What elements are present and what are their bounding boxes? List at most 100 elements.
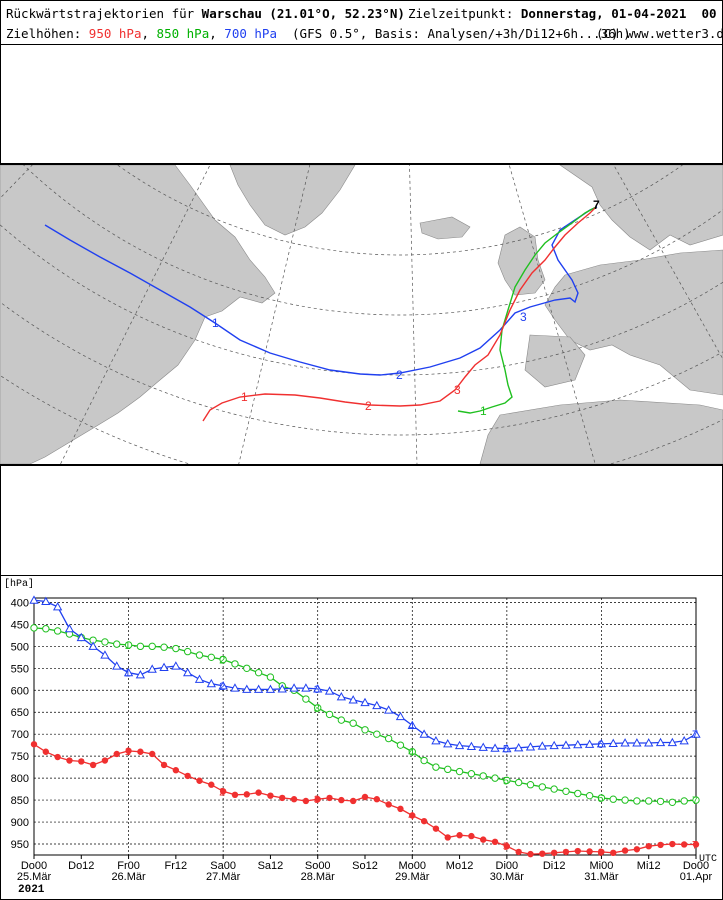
data-point bbox=[314, 704, 322, 712]
greenland bbox=[229, 165, 356, 236]
data-point bbox=[254, 668, 263, 677]
y-tick-label: 650 bbox=[11, 707, 29, 719]
y-tick-label: 800 bbox=[11, 773, 29, 785]
data-point bbox=[88, 641, 98, 650]
header-line-1: Rückwärtstrajektorien für Warschau (21.0… bbox=[6, 6, 405, 21]
data-point bbox=[598, 848, 605, 856]
blue-day-3: 3 bbox=[520, 310, 527, 324]
series-day-label: 2 bbox=[219, 786, 225, 798]
blue-day-1: 1 bbox=[212, 316, 219, 330]
data-point bbox=[267, 792, 274, 799]
data-point bbox=[207, 653, 216, 662]
header-levels-label: Zielhöhen: bbox=[6, 26, 89, 41]
data-point bbox=[54, 753, 61, 761]
data-point bbox=[277, 684, 287, 693]
data-point bbox=[183, 667, 193, 677]
data-point bbox=[467, 770, 476, 778]
x-date-label: 30.Mär bbox=[490, 871, 525, 883]
data-point bbox=[265, 684, 276, 693]
data-point bbox=[537, 741, 547, 750]
x-tick-label: So12 bbox=[352, 860, 378, 872]
data-point bbox=[243, 791, 250, 798]
data-point bbox=[562, 848, 570, 856]
series-day-label: 6 bbox=[597, 793, 603, 805]
x-tick-label: Mi00 bbox=[590, 860, 614, 872]
data-point bbox=[514, 778, 523, 787]
header-divider bbox=[0, 44, 723, 45]
red-day-1: 1 bbox=[241, 390, 248, 404]
x-date-label: 31.Mär bbox=[584, 871, 619, 883]
data-point bbox=[691, 729, 701, 738]
data-point bbox=[337, 716, 346, 724]
data-point bbox=[230, 683, 240, 692]
x-tick-label: Do00 bbox=[21, 860, 47, 872]
data-point bbox=[279, 794, 286, 802]
iberia bbox=[524, 334, 586, 388]
data-point bbox=[490, 743, 500, 752]
data-point bbox=[160, 761, 168, 769]
data-point bbox=[444, 834, 451, 841]
level-950-label: 950 hPa bbox=[88, 26, 142, 41]
data-point bbox=[243, 664, 251, 672]
series-day-label: 6 bbox=[597, 847, 603, 859]
x-tick-label: Fr00 bbox=[117, 860, 140, 872]
series-day-label: 4 bbox=[408, 720, 414, 732]
series-day-label: 7 bbox=[692, 839, 698, 851]
data-point bbox=[183, 647, 192, 656]
series-day-label: 4 bbox=[408, 747, 414, 759]
data-point bbox=[218, 681, 228, 690]
data-point bbox=[431, 735, 441, 745]
data-point bbox=[395, 711, 406, 721]
y-tick-label: 400 bbox=[11, 597, 29, 609]
x-tick-label: Mo12 bbox=[446, 860, 474, 872]
data-point bbox=[349, 797, 357, 805]
data-point bbox=[444, 765, 452, 774]
data-point bbox=[668, 798, 677, 806]
data-point bbox=[454, 740, 465, 750]
data-point bbox=[289, 683, 299, 692]
data-point bbox=[396, 741, 405, 749]
data-point bbox=[550, 849, 558, 857]
header-target: Zielzeitpunkt: Donnerstag, 01-04-2021 00… bbox=[408, 6, 723, 21]
header-target-value: Donnerstag, 01-04-2021 00 UTC bbox=[520, 6, 717, 21]
data-point bbox=[373, 730, 381, 738]
data-point bbox=[692, 841, 700, 848]
data-point bbox=[527, 850, 534, 858]
data-point bbox=[503, 776, 511, 785]
header-copyright: (C) www.wetter3.de bbox=[596, 26, 723, 41]
data-point bbox=[432, 825, 440, 832]
data-point bbox=[290, 796, 298, 803]
red-day-2: 2 bbox=[365, 399, 372, 413]
data-point bbox=[136, 642, 145, 651]
data-point bbox=[385, 801, 392, 808]
data-point bbox=[113, 640, 121, 648]
data-point bbox=[147, 664, 157, 673]
data-point bbox=[196, 777, 203, 784]
data-point bbox=[135, 670, 146, 679]
data-point bbox=[30, 741, 38, 748]
data-point bbox=[680, 797, 688, 805]
data-point bbox=[125, 747, 132, 755]
year-label: 2021 bbox=[18, 884, 45, 896]
data-point bbox=[669, 840, 676, 848]
pressure-chart: [hPa] 2021 UTC 400 450 500 550 600 650 700 750 8… bbox=[4, 578, 717, 896]
section-divider bbox=[0, 575, 723, 576]
data-point bbox=[657, 841, 664, 849]
x-tick-label: Sa12 bbox=[258, 860, 284, 872]
data-point bbox=[171, 661, 181, 670]
north-america bbox=[0, 165, 276, 464]
data-point bbox=[313, 684, 323, 693]
data-point bbox=[172, 767, 180, 774]
data-point bbox=[655, 737, 666, 747]
data-point bbox=[609, 795, 617, 803]
y-tick-label: 850 bbox=[11, 795, 29, 807]
data-point bbox=[480, 836, 487, 843]
series-day-label: 1 bbox=[125, 640, 131, 652]
x-tick-label: So00 bbox=[305, 860, 331, 872]
x-date-label: 28.Mär bbox=[301, 871, 336, 883]
data-point bbox=[53, 627, 62, 635]
data-point bbox=[692, 796, 700, 804]
series-day-label: 4 bbox=[408, 810, 414, 822]
data-point bbox=[373, 796, 381, 803]
data-point bbox=[466, 741, 477, 751]
